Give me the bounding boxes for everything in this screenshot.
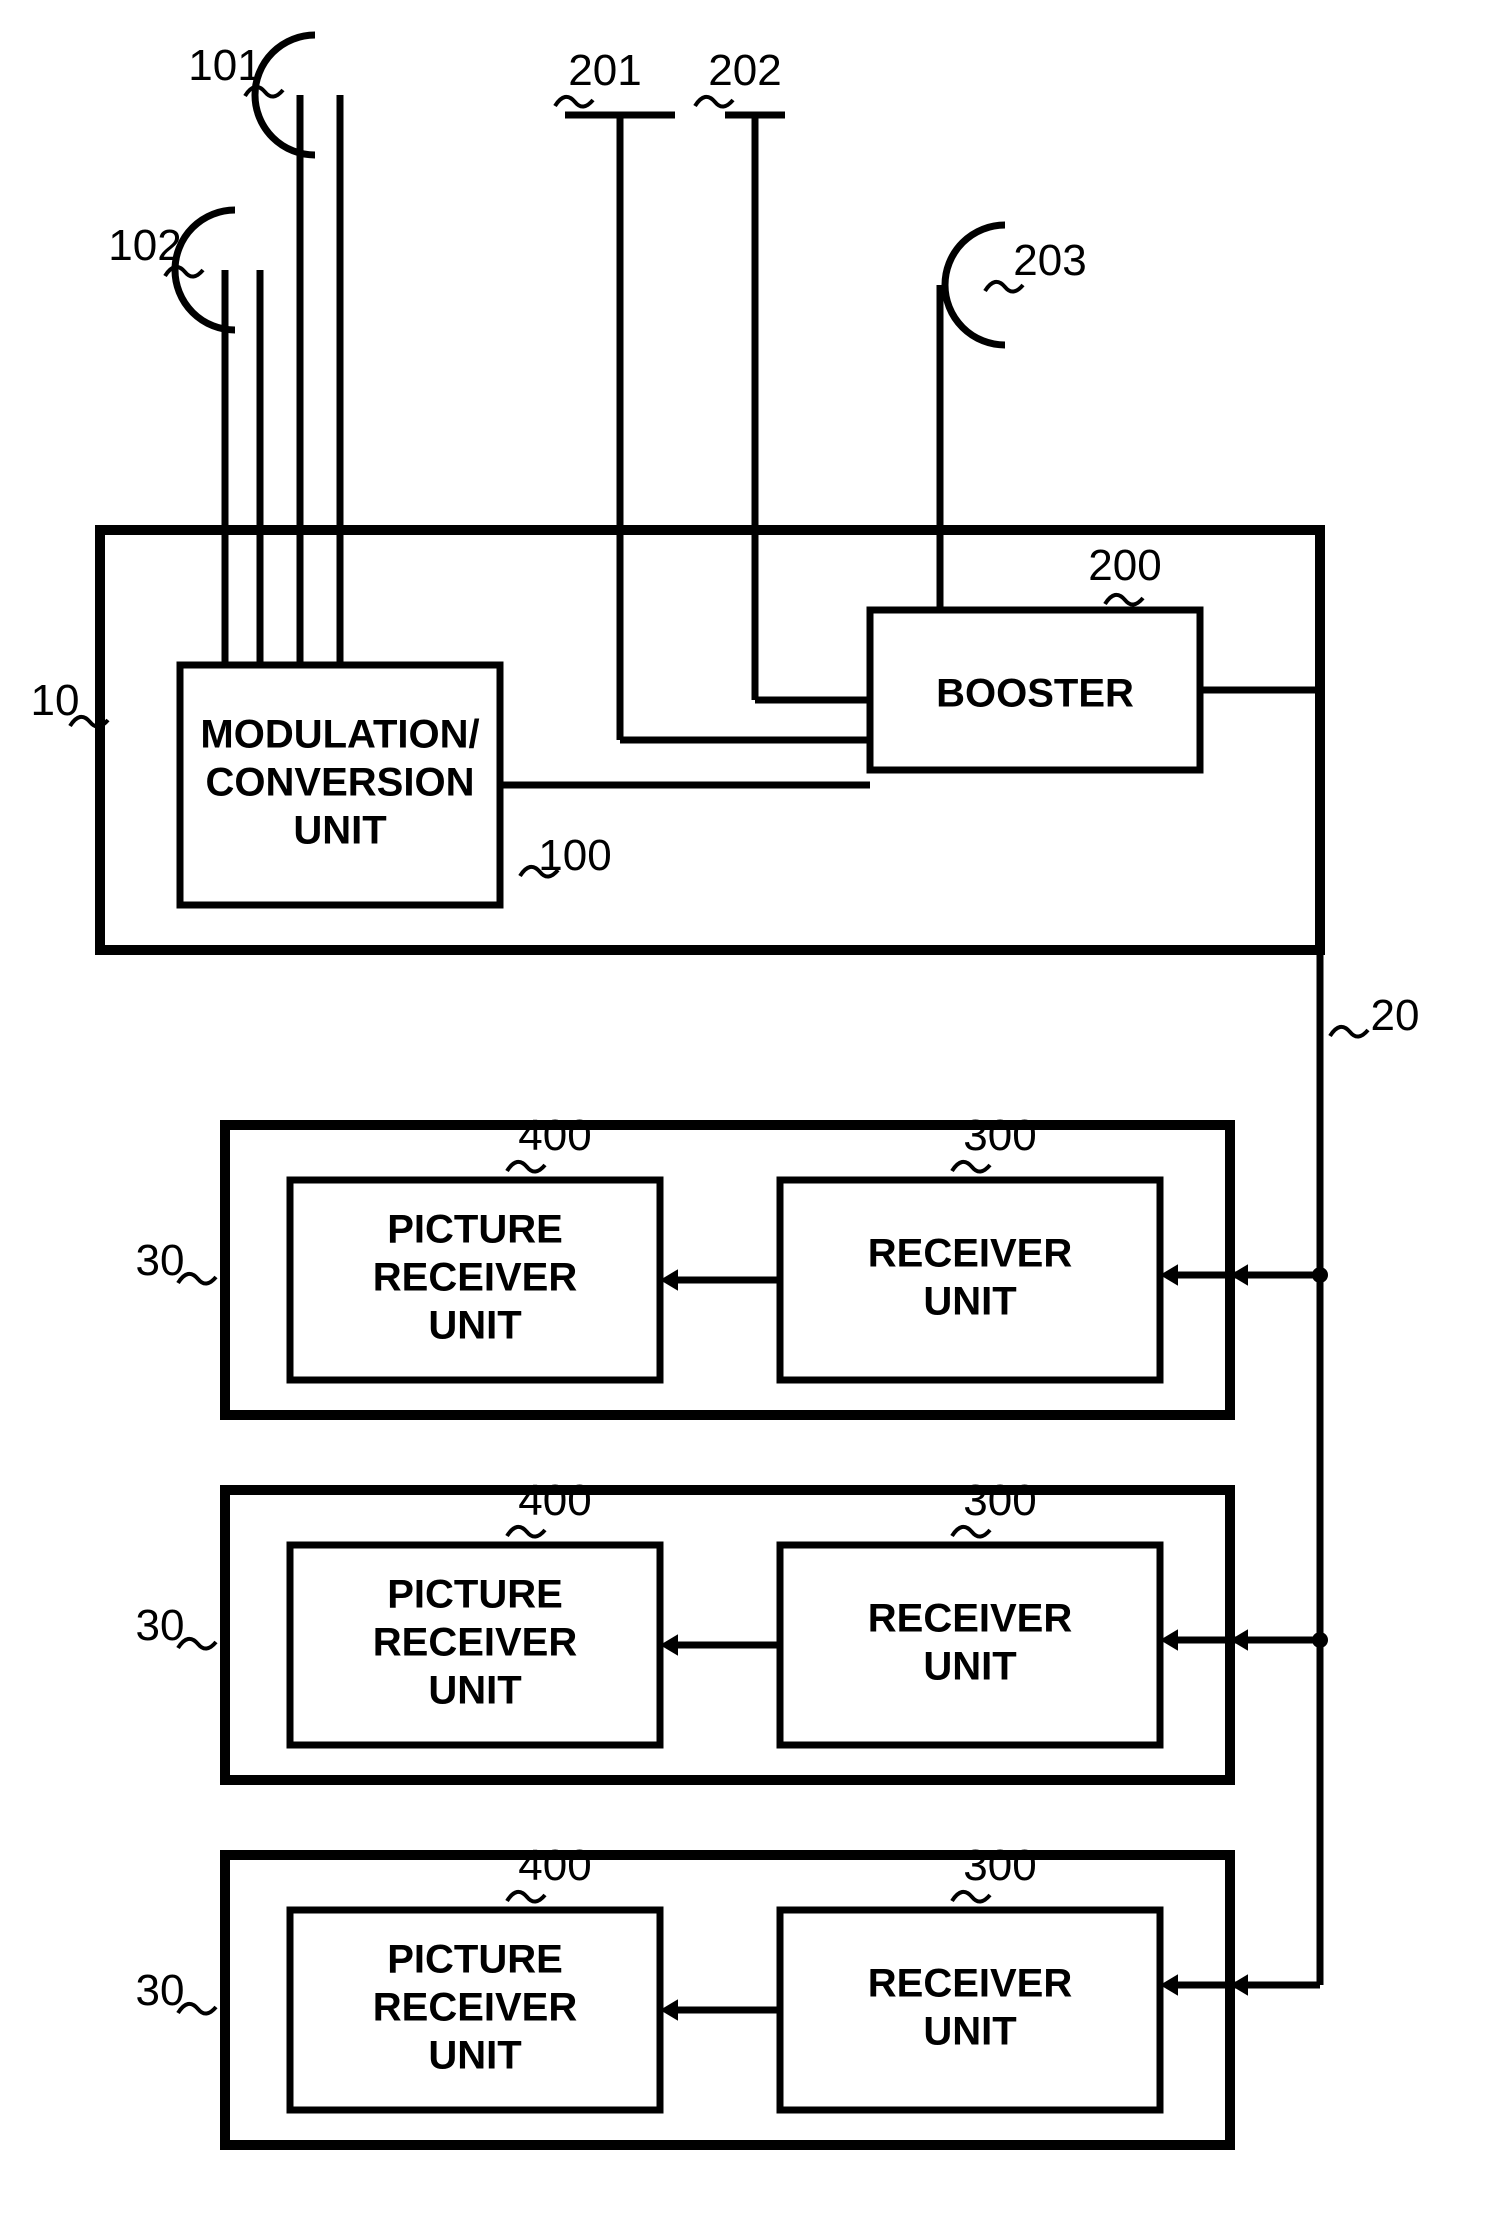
ref-400-1: 400 — [518, 1476, 591, 1525]
leader-201 — [555, 97, 593, 107]
ref-300-2: 300 — [963, 1841, 1036, 1890]
ref-400-2: 400 — [518, 1841, 591, 1890]
ref-202: 202 — [708, 46, 781, 95]
ref-102: 102 — [108, 221, 181, 270]
block-diagram: MODULATION/CONVERSIONUNITBOOSTERPICTURER… — [0, 0, 1495, 2230]
leader-20 — [1330, 1027, 1368, 1037]
ref-30-1: 30 — [136, 1601, 185, 1650]
pic-l3-2: UNIT — [428, 2034, 521, 2078]
modconv-label-2: CONVERSION — [206, 761, 475, 805]
ref-100: 100 — [538, 831, 611, 880]
pic-l3-0: UNIT — [428, 1304, 521, 1348]
rx-l2-0: UNIT — [923, 1280, 1016, 1324]
ref-20: 20 — [1371, 991, 1420, 1040]
dish-101-icon — [255, 35, 315, 155]
ref-200: 200 — [1088, 541, 1161, 590]
rx-l2-1: UNIT — [923, 1645, 1016, 1689]
ref-201: 201 — [568, 46, 641, 95]
dish-203-icon — [945, 225, 1005, 345]
pic-l1-1: PICTURE — [387, 1573, 563, 1617]
pic-l2-0: RECEIVER — [373, 1256, 578, 1300]
rx-l1-1: RECEIVER — [868, 1597, 1073, 1641]
ref-203: 203 — [1013, 236, 1086, 285]
ref-300-1: 300 — [963, 1476, 1036, 1525]
booster-label: BOOSTER — [936, 672, 1134, 716]
pic-l2-1: RECEIVER — [373, 1621, 578, 1665]
modconv-label-3: UNIT — [293, 809, 386, 853]
pic-l3-1: UNIT — [428, 1669, 521, 1713]
pic-l1-0: PICTURE — [387, 1208, 563, 1252]
ref-300-0: 300 — [963, 1111, 1036, 1160]
ref-10: 10 — [31, 676, 80, 725]
rx-l1-0: RECEIVER — [868, 1232, 1073, 1276]
pic-l1-2: PICTURE — [387, 1938, 563, 1982]
leader-102 — [165, 267, 203, 277]
ref-400-0: 400 — [518, 1111, 591, 1160]
leader-202 — [695, 97, 733, 107]
modconv-label-1: MODULATION/ — [200, 713, 479, 757]
ref-30-2: 30 — [136, 1966, 185, 2015]
ref-101: 101 — [188, 41, 261, 90]
leader-101 — [245, 87, 283, 97]
rx-l1-2: RECEIVER — [868, 1962, 1073, 2006]
ref-30-0: 30 — [136, 1236, 185, 1285]
rx-l2-2: UNIT — [923, 2010, 1016, 2054]
pic-l2-2: RECEIVER — [373, 1986, 578, 2030]
